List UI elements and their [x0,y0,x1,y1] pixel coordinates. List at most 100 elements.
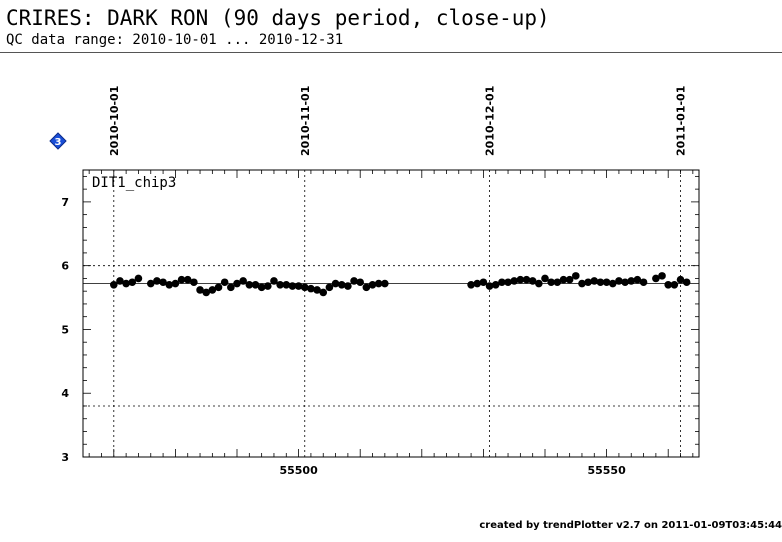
data-point [633,275,642,284]
data-point [559,275,568,284]
data-point [177,275,186,284]
data-point [122,279,130,288]
y-tick-label: 5 [61,323,69,336]
data-point [183,275,192,284]
data-point [491,281,500,289]
data-point [682,278,691,287]
chart-title: CRIRES: DARK RON (90 days period, close-… [6,6,550,30]
data-point [676,275,685,284]
data-points [110,272,691,297]
data-point [356,278,365,287]
data-point [220,278,229,287]
panel-label: DIT1_chip3 [92,175,176,191]
data-point [584,278,592,287]
data-point [498,278,506,287]
data-point [479,278,488,287]
date-marker-label: 2010-10-01 [108,86,121,156]
data-point [282,281,291,289]
data-point [473,279,482,288]
data-point [381,279,389,288]
plot-frame [82,169,700,458]
data-point [621,278,629,287]
date-marker-label: 2010-11-01 [299,86,312,156]
grid-lines [113,170,681,457]
data-point [227,283,235,292]
y-tick-label: 7 [61,196,69,209]
data-point [202,288,210,297]
data-point [467,281,475,289]
data-point [337,281,346,289]
data-point [288,282,297,290]
data-point [578,279,586,288]
data-point [159,278,167,287]
data-point [553,278,562,287]
data-point [153,277,161,285]
data-point [300,283,309,292]
y-tick-label: 6 [61,260,69,273]
data-point [602,278,611,287]
data-point [608,279,617,288]
data-point [294,282,303,290]
data-point [658,272,666,280]
data-point [208,286,217,294]
data-point [522,275,531,284]
data-point [128,278,137,287]
data-point [572,272,580,280]
date-marker-label: 2010-12-01 [484,86,497,156]
data-point [510,277,518,285]
data-point [196,286,204,294]
data-point [596,278,605,287]
data-point [264,282,272,290]
data-point [350,277,358,285]
data-point [276,281,284,289]
y-tick-label: 4 [61,387,69,400]
data-point [344,282,352,290]
data-point [307,284,315,293]
data-point [110,281,118,289]
data-point [319,288,328,297]
header-divider [0,52,782,53]
date-marker-label: 2011-01-01 [675,86,688,156]
data-point [245,281,254,289]
data-point [257,283,266,292]
data-point [165,281,174,289]
data-point [331,279,340,288]
axis-ticks: 2010-10-01 2010-11-01 2010-12-01 2011-01-01… [61,86,699,477]
data-point [485,282,494,290]
blue-diamond-3-icon[interactable]: 3 [49,132,67,150]
data-point [116,277,124,285]
data-point [325,283,334,292]
data-point [541,274,549,283]
data-point [652,274,660,283]
data-point [374,279,383,288]
data-point [362,283,371,292]
data-point [251,281,260,289]
marker-label: 3 [55,137,62,148]
x-tick-label: 55550 [587,464,626,477]
data-point [214,283,223,292]
data-point [270,277,278,285]
y-tick-label: 3 [61,451,69,464]
data-point [171,279,180,288]
data-point [504,278,512,287]
data-point [565,275,574,284]
footer-credit: created by trendPlotter v2.7 on 2011-01-… [479,520,782,531]
data-point [516,275,525,284]
data-point [590,277,599,285]
data-point [368,281,377,289]
data-point [615,277,623,285]
data-point [535,279,543,288]
data-point [146,279,155,288]
x-tick-label: 55500 [279,464,318,477]
data-point [134,274,143,283]
data-point [528,277,537,285]
data-point [627,277,636,285]
data-point [313,286,321,294]
data-point [239,277,247,285]
data-point [664,281,672,289]
data-point [233,279,241,288]
chart-subtitle: QC data range: 2010-10-01 ... 2010-12-31 [6,32,344,48]
data-point [670,281,679,289]
data-point [547,278,555,287]
